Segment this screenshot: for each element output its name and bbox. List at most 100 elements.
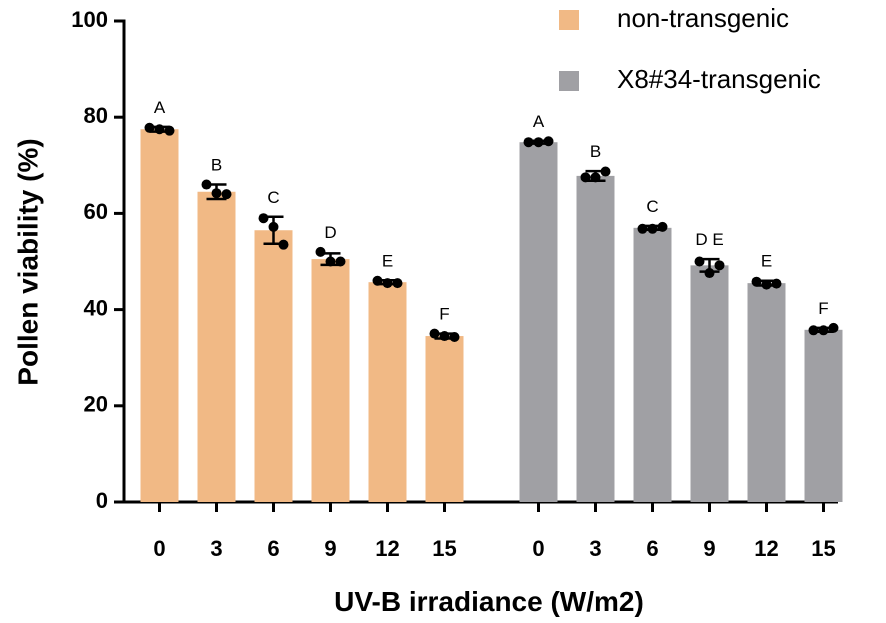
bar-group: A: [519, 112, 558, 502]
data-point: [543, 136, 554, 147]
data-point: [714, 260, 725, 271]
bar-group: B: [576, 142, 615, 502]
data-point: [580, 172, 591, 183]
y-tick-label: 40: [84, 295, 108, 320]
data-point: [704, 268, 715, 279]
bar: [690, 265, 729, 502]
significance-label: E: [761, 252, 772, 271]
legend-label-x8-34-transgenic: X8#34-transgenic: [617, 64, 821, 94]
x-axis-title: UV-B irradiance (W/m2): [334, 586, 644, 617]
data-point: [637, 223, 648, 234]
significance-label: E: [382, 251, 393, 270]
x-tick-label: 9: [703, 536, 715, 561]
data-point: [808, 325, 819, 336]
bar: [519, 142, 558, 502]
data-point: [382, 278, 393, 289]
legend-swatch-x8-34-transgenic: [559, 71, 579, 91]
x-tick-label: 3: [210, 536, 222, 561]
significance-label: F: [818, 299, 828, 318]
data-point: [600, 166, 611, 177]
significance-label: F: [439, 305, 449, 324]
data-point: [278, 239, 289, 250]
legend: non-transgenic X8#34-transgenic: [559, 3, 821, 94]
data-point: [392, 278, 403, 289]
legend-label-non-transgenic: non-transgenic: [617, 3, 789, 33]
bar-group: B: [197, 156, 236, 502]
data-point: [258, 213, 269, 224]
data-point: [439, 331, 450, 342]
bar: [140, 129, 179, 502]
data-point: [164, 125, 175, 136]
x-tick-label: 6: [267, 536, 279, 561]
data-point: [657, 221, 668, 232]
data-point: [533, 137, 544, 148]
data-point: [201, 179, 212, 190]
data-point: [325, 256, 336, 267]
x-tick-label: 15: [811, 536, 835, 561]
bar-group: E: [368, 251, 407, 502]
bar: [368, 282, 407, 502]
bar-group: F: [425, 305, 464, 502]
y-tick-label: 0: [96, 488, 108, 513]
data-point: [590, 172, 601, 183]
x-tick-label: 0: [532, 536, 544, 561]
data-point: [523, 137, 534, 148]
significance-label: C: [267, 188, 279, 207]
y-tick-label: 100: [71, 7, 108, 32]
data-point: [268, 221, 279, 232]
bar: [633, 227, 672, 502]
x-tick-label: 15: [432, 536, 456, 561]
x-tick-label: 12: [754, 536, 778, 561]
bars: A B C D E F A B C D E E F: [140, 98, 843, 503]
data-point: [761, 279, 772, 290]
legend-swatch-non-transgenic: [559, 10, 579, 30]
bar-group: C: [633, 197, 672, 502]
significance-label: A: [154, 98, 166, 117]
data-point: [372, 275, 383, 286]
bar-group: A: [140, 98, 179, 502]
data-point: [429, 328, 440, 339]
data-point: [694, 256, 705, 267]
x-tick-label: 0: [153, 536, 165, 561]
bar-group: D: [311, 223, 350, 502]
y-axis-title: Pollen viability (%): [12, 138, 43, 385]
bar: [804, 329, 843, 502]
data-point: [647, 223, 658, 234]
data-point: [211, 188, 222, 199]
x-tick-label: 6: [646, 536, 658, 561]
significance-label: D E: [695, 230, 723, 249]
bar-group: F: [804, 299, 843, 502]
bar: [311, 259, 350, 502]
data-point: [315, 246, 326, 257]
bar: [747, 283, 786, 502]
significance-label: C: [646, 197, 658, 216]
x-tick-label: 3: [589, 536, 601, 561]
significance-label: A: [533, 112, 545, 131]
data-point: [751, 276, 762, 287]
bar: [425, 336, 464, 502]
data-point: [154, 124, 165, 135]
data-point: [221, 189, 232, 200]
significance-label: B: [590, 142, 601, 161]
bar-group: D E: [690, 230, 729, 502]
x-tick-label: 9: [324, 536, 336, 561]
x-tick-label: 12: [375, 536, 399, 561]
data-point: [828, 322, 839, 333]
y-tick-label: 80: [84, 103, 108, 128]
y-tick-label: 60: [84, 199, 108, 224]
data-point: [818, 325, 829, 336]
bar-group: E: [747, 252, 786, 502]
bar: [197, 191, 236, 502]
data-point: [335, 256, 346, 267]
data-point: [449, 332, 460, 343]
bar: [254, 230, 293, 503]
data-point: [771, 278, 782, 289]
significance-label: B: [211, 156, 222, 175]
x-ticks: 0 3 6 9 12 15 0 3 6 9 12 15: [153, 502, 836, 561]
bar: [576, 175, 615, 502]
significance-label: D: [324, 223, 336, 242]
bar-group: C: [254, 188, 293, 503]
y-tick-label: 20: [84, 392, 108, 417]
y-ticks: 0 20 40 60 80 100: [71, 7, 124, 513]
